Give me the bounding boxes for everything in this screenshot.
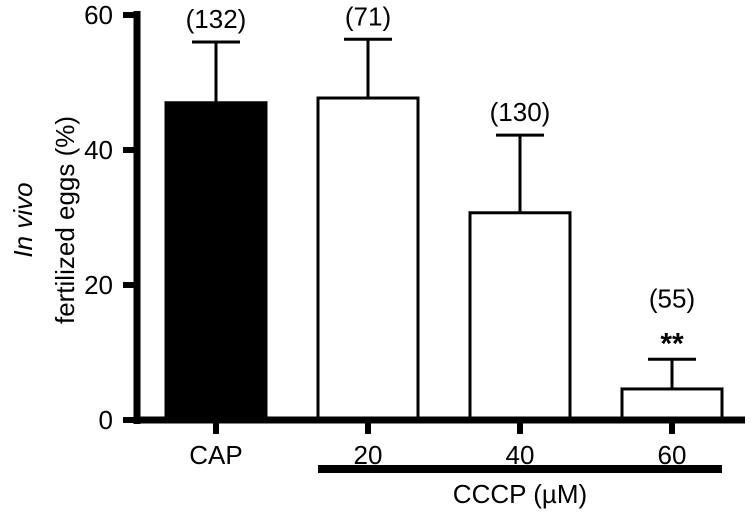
y-axis-label-italic: In vivo [8, 182, 38, 257]
y-axis-label: fertilized eggs (%) [50, 116, 80, 324]
bar [620, 387, 724, 422]
y-tick-label: 40 [84, 135, 113, 165]
sample-size-label: (55) [649, 283, 695, 313]
bar [164, 101, 268, 422]
x-axis: CAP 20 40 60 [134, 416, 745, 470]
bar [468, 211, 572, 422]
bars: (132) (71) (130) (55) ** [164, 1, 724, 422]
sample-size-label: (132) [186, 4, 247, 34]
group-label: CCCP (µM) [453, 479, 587, 509]
bar [316, 96, 420, 422]
y-tick-label: 0 [99, 405, 113, 435]
y-axis: 0 20 40 60 [84, 0, 141, 435]
significance-label: ** [660, 327, 684, 360]
x-tick-label: CAP [189, 440, 242, 470]
y-tick-label: 60 [84, 0, 113, 30]
sample-size-label: (71) [345, 1, 391, 31]
sample-size-label: (130) [490, 97, 551, 127]
y-tick-label: 20 [84, 270, 113, 300]
